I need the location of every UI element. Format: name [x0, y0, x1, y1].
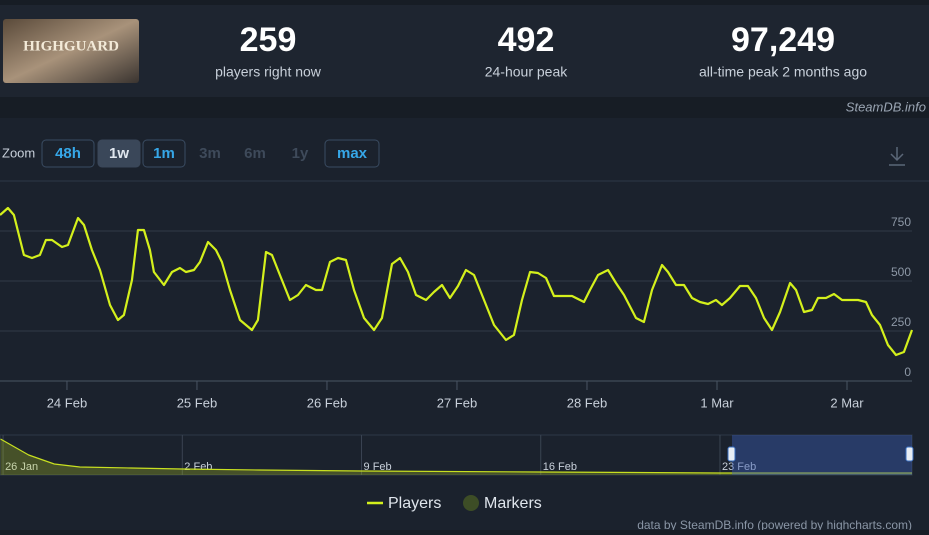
stat-label: 24-hour peak [485, 64, 569, 80]
x-tick-label: 25 Feb [177, 395, 217, 410]
stat-value: 259 [240, 21, 297, 59]
y-tick-label: 750 [891, 215, 911, 229]
navigator-tick-label: 26 Jan [5, 461, 38, 473]
navigator-tick-label: 16 Feb [543, 461, 577, 473]
download-icon[interactable] [889, 147, 905, 166]
x-tick-label: 26 Feb [307, 395, 347, 410]
navigator-tick-label: 2 Feb [184, 461, 212, 473]
x-tick-label: 1 Mar [700, 395, 734, 410]
x-tick-label: 27 Feb [437, 395, 477, 410]
stat-value: 492 [498, 21, 555, 59]
navigator-line [0, 438, 912, 474]
navigator-tick-label: 23 Feb [722, 461, 756, 473]
zoom-button[interactable] [97, 139, 141, 168]
y-tick-label: 250 [891, 315, 911, 329]
players-line [0, 206, 914, 357]
x-tick-label: 28 Feb [567, 395, 607, 410]
zoom-button-label: 6m [244, 145, 266, 162]
zoom-button-label[interactable]: 1m [153, 145, 175, 162]
zoom-button[interactable] [142, 139, 186, 168]
stat-value: 97,249 [731, 21, 835, 59]
stat-label: all-time peak 2 months ago [699, 64, 867, 80]
zoom-button-label[interactable]: 48h [55, 145, 81, 162]
zoom-button[interactable] [41, 139, 95, 168]
zoom-button-label[interactable]: 1w [109, 145, 129, 162]
x-tick-label: 2 Mar [830, 395, 864, 410]
y-tick-label: 0 [904, 365, 911, 379]
zoom-button[interactable] [324, 139, 380, 168]
stat-label: players right now [215, 64, 322, 80]
navigator-tick-label: 9 Feb [364, 461, 392, 473]
zoom-button-label: 1y [292, 145, 309, 162]
game-thumbnail[interactable] [3, 19, 139, 83]
source-label: SteamDB.info [846, 99, 926, 114]
navigator-handle[interactable] [727, 446, 736, 462]
zoom-label: Zoom [2, 145, 35, 160]
logo-text: HIGHGUARD [23, 38, 119, 54]
navigator-area [0, 439, 912, 475]
zoom-button-label: 3m [199, 145, 221, 162]
legend-label[interactable]: Markers [484, 495, 542, 512]
legend-marker[interactable] [463, 495, 479, 511]
y-tick-label: 500 [891, 265, 911, 279]
zoom-button-label[interactable]: max [337, 145, 368, 162]
navigator-selection[interactable] [732, 435, 912, 475]
header-bar [0, 5, 929, 97]
navigator-handle[interactable] [905, 446, 914, 462]
credit: data by SteamDB.info (powered by highcha… [637, 518, 912, 530]
x-tick-label: 24 Feb [47, 395, 87, 410]
legend-label[interactable]: Players [388, 495, 441, 512]
